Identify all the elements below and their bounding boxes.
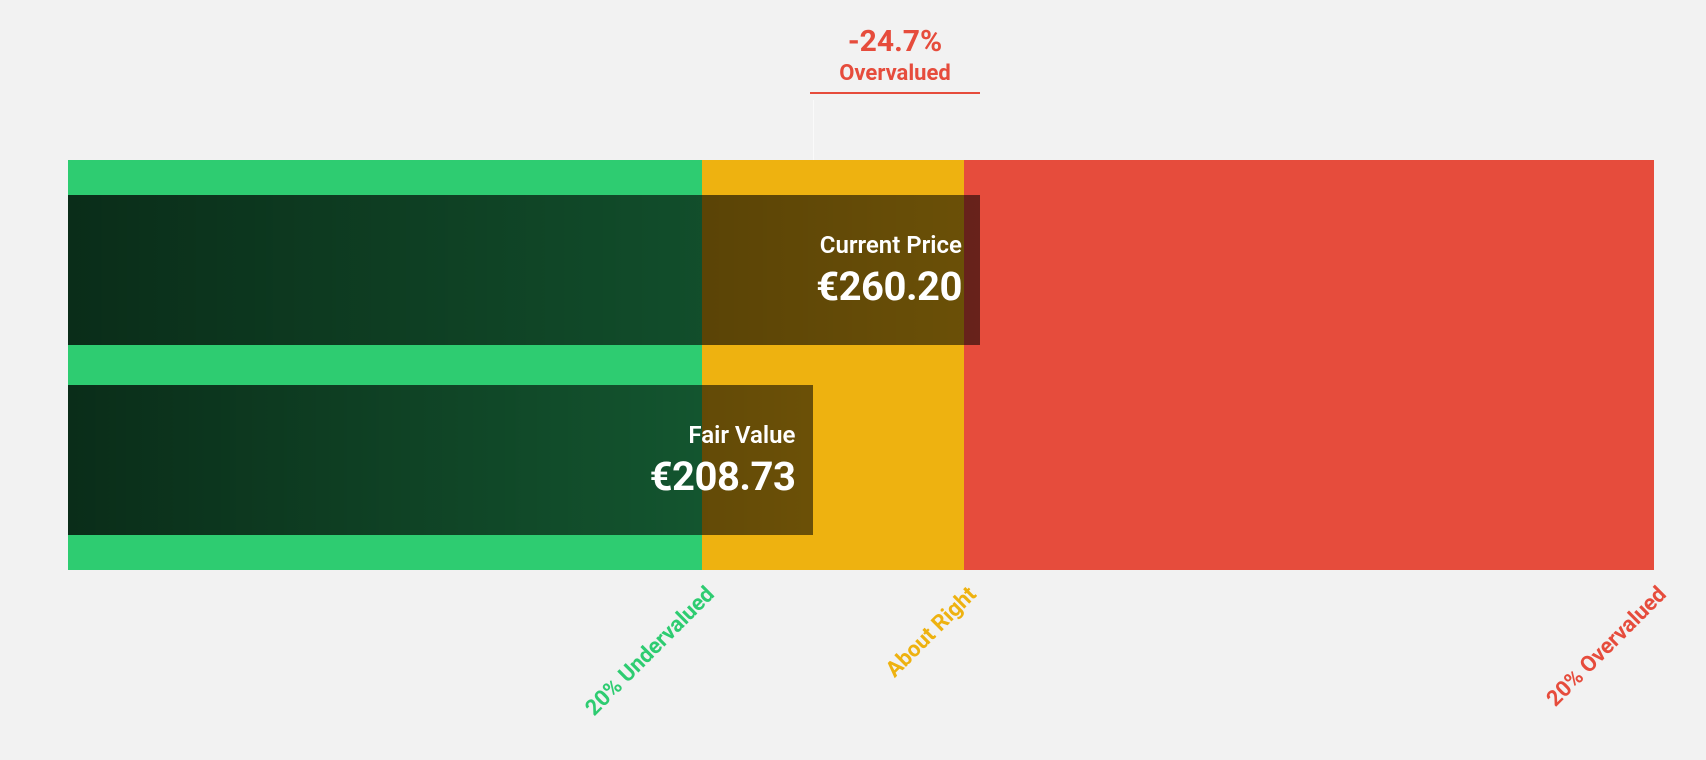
bar-current-price: Current Price €260.20 <box>68 195 980 345</box>
valuation-chart: Current Price €260.20 Fair Value €208.73 <box>68 160 1654 570</box>
callout-status: Overvalued <box>810 61 980 86</box>
callout-underline <box>810 92 980 94</box>
callout-percent: -24.7% <box>810 24 980 59</box>
axis-label-undervalued: 20% Undervalued <box>561 582 720 741</box>
axis-label-overvalued: 20% Overvalued <box>1513 582 1672 741</box>
bar-fair-value: Fair Value €208.73 <box>68 385 813 535</box>
bar-value-current-price: €260.20 <box>816 263 962 310</box>
valuation-callout: -24.7% Overvalued <box>810 24 980 94</box>
bar-label-current-price: Current Price <box>820 231 962 259</box>
zone-overvalued <box>964 160 1654 570</box>
bar-label-fair-value: Fair Value <box>688 421 795 449</box>
bar-value-fair-value: €208.73 <box>650 453 796 500</box>
axis-label-about-right: About Right <box>823 582 982 741</box>
